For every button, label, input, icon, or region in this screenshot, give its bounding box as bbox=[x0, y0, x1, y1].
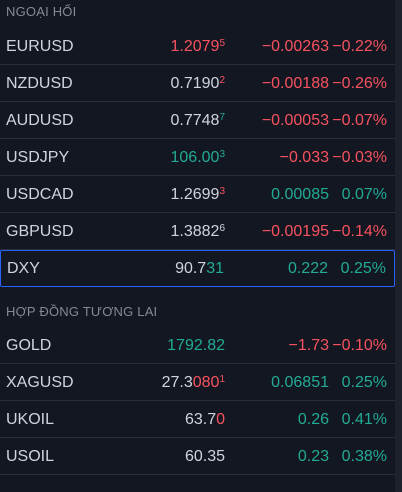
last-price-main: 106.00 bbox=[170, 149, 220, 166]
last-price-fraction: 2 bbox=[219, 75, 225, 86]
change-value: −1.73 bbox=[288, 337, 329, 354]
watchlist-row-ukoil[interactable]: UKOIL 63.70 0.26 0.41% bbox=[0, 401, 395, 438]
change-percent: 0.38% bbox=[341, 448, 387, 465]
watchlist-row-gold[interactable]: GOLD 1792.82 −1.73 −0.10% bbox=[0, 327, 395, 364]
last-price-tail: 0 bbox=[216, 411, 225, 428]
change-percent: 0.25% bbox=[341, 374, 387, 391]
last-price-fraction: 1 bbox=[219, 374, 225, 385]
last-price: 106.003 bbox=[171, 139, 226, 176]
symbol-label: UKOIL bbox=[6, 411, 55, 428]
last-price-main: 1.2699 bbox=[170, 186, 220, 203]
last-price: 90.731 bbox=[175, 251, 224, 286]
last-price: 0.77487 bbox=[171, 102, 226, 139]
watchlist-row-usdjpy[interactable]: USDJPY 106.003 −0.033 −0.03% bbox=[0, 139, 395, 176]
watchlist-row-gbpusd[interactable]: GBPUSD 1.38826 −0.00195 −0.14% bbox=[0, 213, 395, 250]
change-percent: 0.25% bbox=[340, 260, 386, 277]
symbol-label: USOIL bbox=[6, 448, 55, 465]
change-percent: −0.26% bbox=[332, 75, 387, 92]
change-percent: −0.14% bbox=[332, 223, 387, 240]
change-percent: −0.22% bbox=[332, 38, 387, 55]
last-price-main: 60.35 bbox=[184, 448, 225, 465]
change-value: 0.06851 bbox=[271, 374, 329, 391]
last-price-fraction: 3 bbox=[219, 186, 225, 197]
last-price: 63.70 bbox=[185, 401, 225, 438]
symbol-label: DXY bbox=[7, 260, 40, 277]
futures-list: GOLD 1792.82 −1.73 −0.10% XAGUSD 27.30801 0.06… bbox=[0, 327, 395, 475]
last-price-main: 63.7 bbox=[184, 411, 217, 428]
watchlist-row-usoil[interactable]: USOIL 60.35 0.23 0.38% bbox=[0, 438, 395, 475]
change-value: −0.00188 bbox=[261, 75, 329, 92]
section-title-forex: NGOẠI HỐI bbox=[6, 4, 77, 19]
last-price-tail: 080 bbox=[192, 374, 220, 391]
change-value: −0.033 bbox=[279, 149, 329, 166]
section-title-futures: HỢP ĐỒNG TƯƠNG LAI bbox=[6, 304, 158, 319]
symbol-label: GBPUSD bbox=[6, 223, 74, 240]
change-value: −0.00053 bbox=[261, 112, 329, 129]
change-percent: −0.10% bbox=[332, 337, 387, 354]
change-value: 0.26 bbox=[297, 411, 329, 428]
watchlist-row-eurusd[interactable]: EURUSD 1.20795 −0.00263 −0.22% bbox=[0, 28, 395, 65]
change-value: 0.00085 bbox=[271, 186, 329, 203]
last-price: 0.71902 bbox=[171, 65, 226, 102]
change-value: 0.222 bbox=[287, 260, 328, 277]
watchlist-row-audusd[interactable]: AUDUSD 0.77487 −0.00053 −0.07% bbox=[0, 102, 395, 139]
last-price-main: 27.3 bbox=[161, 374, 193, 391]
symbol-label: NZDUSD bbox=[6, 75, 73, 92]
change-percent: −0.03% bbox=[332, 149, 387, 166]
change-percent: 0.41% bbox=[341, 411, 387, 428]
change-value: 0.23 bbox=[297, 448, 329, 465]
last-price-main: 1792.82 bbox=[167, 337, 225, 354]
last-price-main: 0.7190 bbox=[170, 75, 220, 92]
symbol-label: USDJPY bbox=[6, 149, 70, 166]
last-price-fraction: 3 bbox=[219, 149, 225, 160]
symbol-label: GOLD bbox=[6, 337, 52, 354]
watchlist-row-usdcad[interactable]: USDCAD 1.26993 0.00085 0.07% bbox=[0, 176, 395, 213]
last-price-fraction: 7 bbox=[219, 112, 225, 123]
last-price-fraction: 5 bbox=[219, 38, 225, 49]
last-price-main: 0.7748 bbox=[170, 112, 220, 129]
last-price-tail: 31 bbox=[206, 260, 224, 277]
symbol-label: AUDUSD bbox=[6, 112, 74, 129]
change-value: −0.00195 bbox=[261, 223, 329, 240]
last-price-main: 90.7 bbox=[175, 260, 207, 277]
last-price: 1.38826 bbox=[171, 213, 226, 250]
last-price: 1792.82 bbox=[167, 327, 225, 364]
watchlist-row-xagusd[interactable]: XAGUSD 27.30801 0.06851 0.25% bbox=[0, 364, 395, 401]
last-price-fraction: 6 bbox=[219, 223, 225, 234]
last-price: 1.26993 bbox=[171, 176, 226, 213]
last-price: 60.35 bbox=[185, 438, 225, 475]
symbol-label: EURUSD bbox=[6, 38, 74, 55]
change-percent: −0.07% bbox=[332, 112, 387, 129]
change-value: −0.00263 bbox=[261, 38, 329, 55]
last-price-main: 1.2079 bbox=[170, 38, 220, 55]
last-price: 27.30801 bbox=[162, 364, 225, 401]
symbol-label: XAGUSD bbox=[6, 374, 74, 391]
last-price-main: 1.3882 bbox=[170, 223, 220, 240]
symbol-label: USDCAD bbox=[6, 186, 74, 203]
watchlist-row-nzdusd[interactable]: NZDUSD 0.71902 −0.00188 −0.26% bbox=[0, 65, 395, 102]
scrollbar[interactable] bbox=[395, 0, 402, 492]
watchlist-row-dxy[interactable]: DXY 90.731 0.222 0.25% bbox=[0, 250, 395, 287]
change-percent: 0.07% bbox=[341, 186, 387, 203]
last-price: 1.20795 bbox=[171, 28, 226, 65]
forex-list: EURUSD 1.20795 −0.00263 −0.22% NZDUSD 0.71902… bbox=[0, 28, 395, 287]
